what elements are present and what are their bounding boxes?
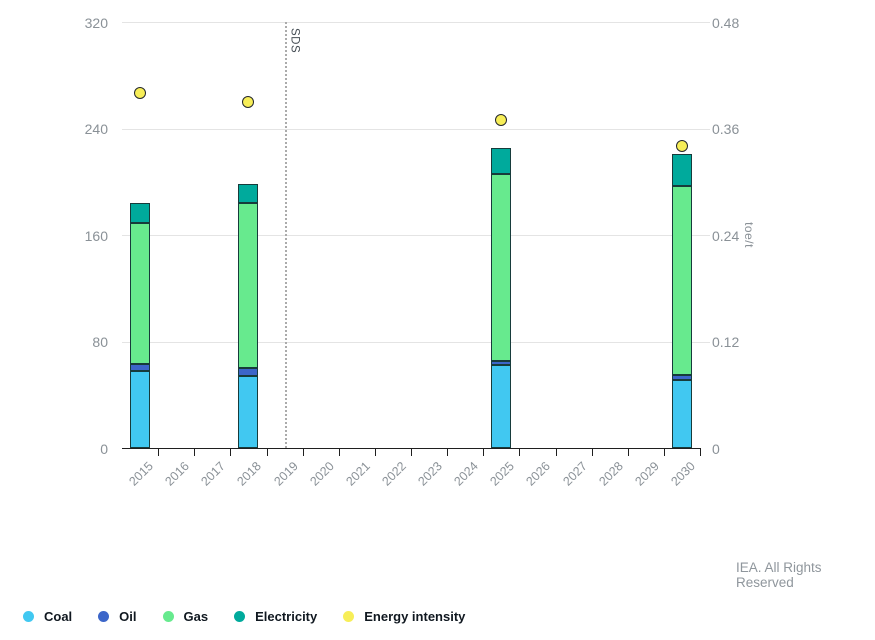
footer-credit: IEA. All Rights Reserved — [736, 560, 822, 590]
bar-2030-electricity[interactable] — [671, 153, 692, 186]
x-axis-tick — [627, 448, 629, 456]
legend-item-electricity[interactable]: Electricity — [234, 609, 317, 624]
energy-intensity-dot-2018[interactable] — [242, 95, 255, 108]
x-axis-year-label: 2022 — [379, 459, 409, 489]
sds-annotation-label: SDS — [288, 28, 301, 54]
bar-2018-coal[interactable] — [238, 376, 259, 448]
x-axis-tick — [230, 448, 232, 456]
bar-2025-gas[interactable] — [491, 173, 512, 362]
energy-intensity-dot-2030[interactable] — [675, 140, 688, 153]
legend-item-oil[interactable]: Oil — [98, 609, 137, 624]
right-axis-tick-label: 0.24 — [712, 227, 740, 244]
bar-2018-gas[interactable] — [238, 203, 259, 369]
bar-2025-oil[interactable] — [491, 361, 512, 366]
x-axis-year-label: 2020 — [307, 459, 337, 489]
legend-dot-icon — [162, 611, 174, 622]
legend-item-coal[interactable]: Coal — [23, 609, 72, 624]
gridline — [122, 22, 710, 23]
x-axis-tick — [374, 448, 376, 456]
energy-intensity-dot-2025[interactable] — [495, 113, 508, 126]
chart-legend: Coal Oil Gas Electricity Energy intensity — [23, 609, 465, 624]
right-axis-tick-label: 0.36 — [712, 121, 740, 137]
left-axis-tick-label: 0 — [100, 440, 108, 457]
bar-2025-electricity[interactable] — [491, 148, 512, 174]
bar-2018-oil[interactable] — [238, 368, 259, 377]
x-axis-year-label: 2024 — [451, 459, 482, 489]
sds-annotation-line — [284, 22, 287, 448]
x-axis-tick — [555, 448, 557, 456]
gridline — [122, 235, 710, 236]
bar-2030-oil[interactable] — [671, 374, 692, 381]
x-axis-tick — [483, 448, 485, 456]
bar-2030-gas[interactable] — [671, 185, 692, 375]
left-axis-tick-label: 240 — [84, 121, 108, 137]
legend-dot-icon — [23, 611, 34, 622]
x-axis-year-label: 2021 — [343, 459, 373, 489]
x-axis-year-label: 2027 — [559, 459, 590, 489]
gridline — [122, 128, 710, 130]
x-axis-tick — [663, 448, 665, 456]
x-axis-year-label: 2017 — [198, 459, 229, 489]
x-axis-year-label: 2023 — [415, 459, 445, 489]
x-axis-year-label: 2019 — [270, 459, 301, 489]
x-axis-year-label: 2029 — [632, 459, 662, 489]
x-axis-year-label: 2018 — [234, 459, 265, 489]
bar-2018-electricity[interactable] — [238, 184, 259, 204]
legend-dot-icon — [234, 611, 246, 622]
x-axis-year-label: 2030 — [668, 459, 698, 489]
x-axis-tick — [519, 448, 521, 456]
bar-2025-coal[interactable] — [491, 365, 512, 448]
x-axis-tick — [266, 448, 268, 456]
x-axis-tick — [700, 448, 701, 456]
x-axis-tick — [158, 448, 160, 456]
legend-item-gas[interactable]: Gas — [162, 609, 209, 624]
right-axis-tick-label: 0.48 — [712, 14, 740, 31]
bar-2015-gas[interactable] — [130, 223, 151, 365]
bar-2015-electricity[interactable] — [130, 203, 151, 224]
right-axis-tick-label: 0 — [712, 440, 720, 457]
legend-item-label: Coal — [44, 609, 73, 624]
x-axis-tick — [194, 448, 196, 456]
right-axis-unit-label: toe/t — [742, 222, 756, 248]
legend-dot-icon — [343, 611, 355, 622]
x-axis-tick — [338, 448, 340, 456]
gridline — [122, 341, 710, 343]
bar-2015-oil[interactable] — [130, 364, 151, 371]
legend-item-label: Energy intensity — [364, 609, 466, 624]
legend-dot-icon — [98, 611, 110, 622]
legend-item-label: Gas — [183, 609, 209, 624]
legend-item-energy-intensity[interactable]: Energy intensity — [343, 609, 465, 624]
left-axis-tick-label: 160 — [84, 227, 108, 244]
left-axis-tick-label: 320 — [84, 14, 108, 31]
x-axis-tick — [302, 448, 304, 456]
x-axis-tick — [411, 448, 412, 456]
energy-intensity-dot-2015[interactable] — [134, 87, 147, 99]
left-axis-tick-label: 80 — [92, 334, 108, 350]
x-axis-year-label: 2025 — [487, 459, 518, 489]
bar-2030-coal[interactable] — [671, 380, 692, 448]
bar-2015-coal[interactable] — [130, 370, 151, 448]
x-axis-year-label: 2028 — [596, 459, 626, 489]
right-axis-tick-label: 0.12 — [712, 334, 740, 350]
x-axis-tick — [447, 448, 449, 456]
x-axis-tick — [591, 448, 593, 456]
legend-item-label: Oil — [119, 609, 137, 624]
x-axis-year-label: 2015 — [126, 459, 156, 489]
x-axis-year-label: 2026 — [523, 459, 554, 489]
legend-item-label: Electricity — [255, 609, 318, 624]
x-axis-year-label: 2016 — [162, 459, 193, 489]
